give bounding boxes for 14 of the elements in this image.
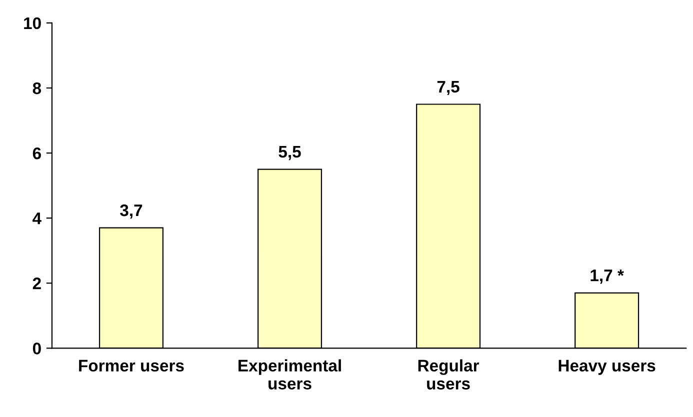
x-tick-label: Experimental users <box>238 359 341 390</box>
x-tick-label: Regular users <box>418 359 480 390</box>
data-label: 3,7 <box>120 204 142 219</box>
x-tick-label: Heavy users <box>558 360 656 375</box>
y-tick-label: 8 <box>32 82 42 94</box>
y-tick-label: 4 <box>32 212 42 224</box>
y-tick-label: 6 <box>32 147 41 160</box>
x-tick-label: Former users <box>79 360 184 372</box>
data-label: 7,5 <box>437 80 460 96</box>
data-label: 1,7 * <box>590 270 624 284</box>
data-label: 5,5 <box>278 146 301 160</box>
y-tick-label: 10 <box>24 17 41 30</box>
y-tick-label: 0 <box>32 342 41 354</box>
y-tick-label: 2 <box>32 278 41 290</box>
